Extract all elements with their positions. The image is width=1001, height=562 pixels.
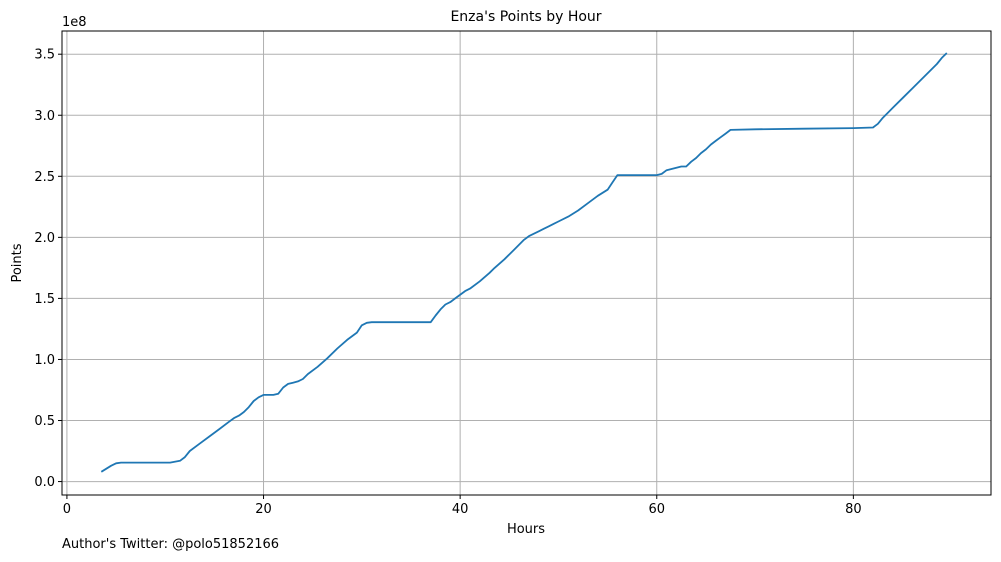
points-series-line: [100, 52, 948, 473]
x-tick-label: 20: [255, 502, 272, 517]
y-axis-ticks: 0.0 0.5 1.0 1.5 2.0 2.5 3.0 3.5: [34, 48, 62, 490]
author-twitter-note: Author's Twitter: @polo51852166: [62, 537, 280, 552]
y-axis-label: Points: [10, 243, 25, 282]
grid-lines: [62, 31, 991, 495]
x-axis-label: Hours: [507, 522, 545, 537]
y-tick-label: 1.5: [34, 292, 55, 307]
y-tick-label: 3.0: [34, 109, 55, 124]
x-axis-ticks: 0 20 40 60 80: [63, 495, 862, 517]
x-tick-label: 0: [63, 502, 71, 517]
chart-title: Enza's Points by Hour: [450, 9, 601, 25]
x-tick-label: 40: [452, 502, 469, 517]
y-offset-text: 1e8: [62, 15, 87, 30]
plot-frame: [61, 30, 992, 496]
y-tick-label: 1.0: [34, 353, 55, 368]
y-tick-label: 0.5: [34, 414, 55, 429]
series-line-group: [100, 52, 948, 473]
y-tick-label: 3.5: [34, 48, 55, 63]
y-tick-label: 2.5: [34, 170, 55, 185]
y-tick-label: 0.0: [34, 475, 55, 490]
y-tick-label: 2.0: [34, 231, 55, 246]
x-tick-label: 60: [648, 502, 665, 517]
x-tick-label: 80: [845, 502, 862, 517]
